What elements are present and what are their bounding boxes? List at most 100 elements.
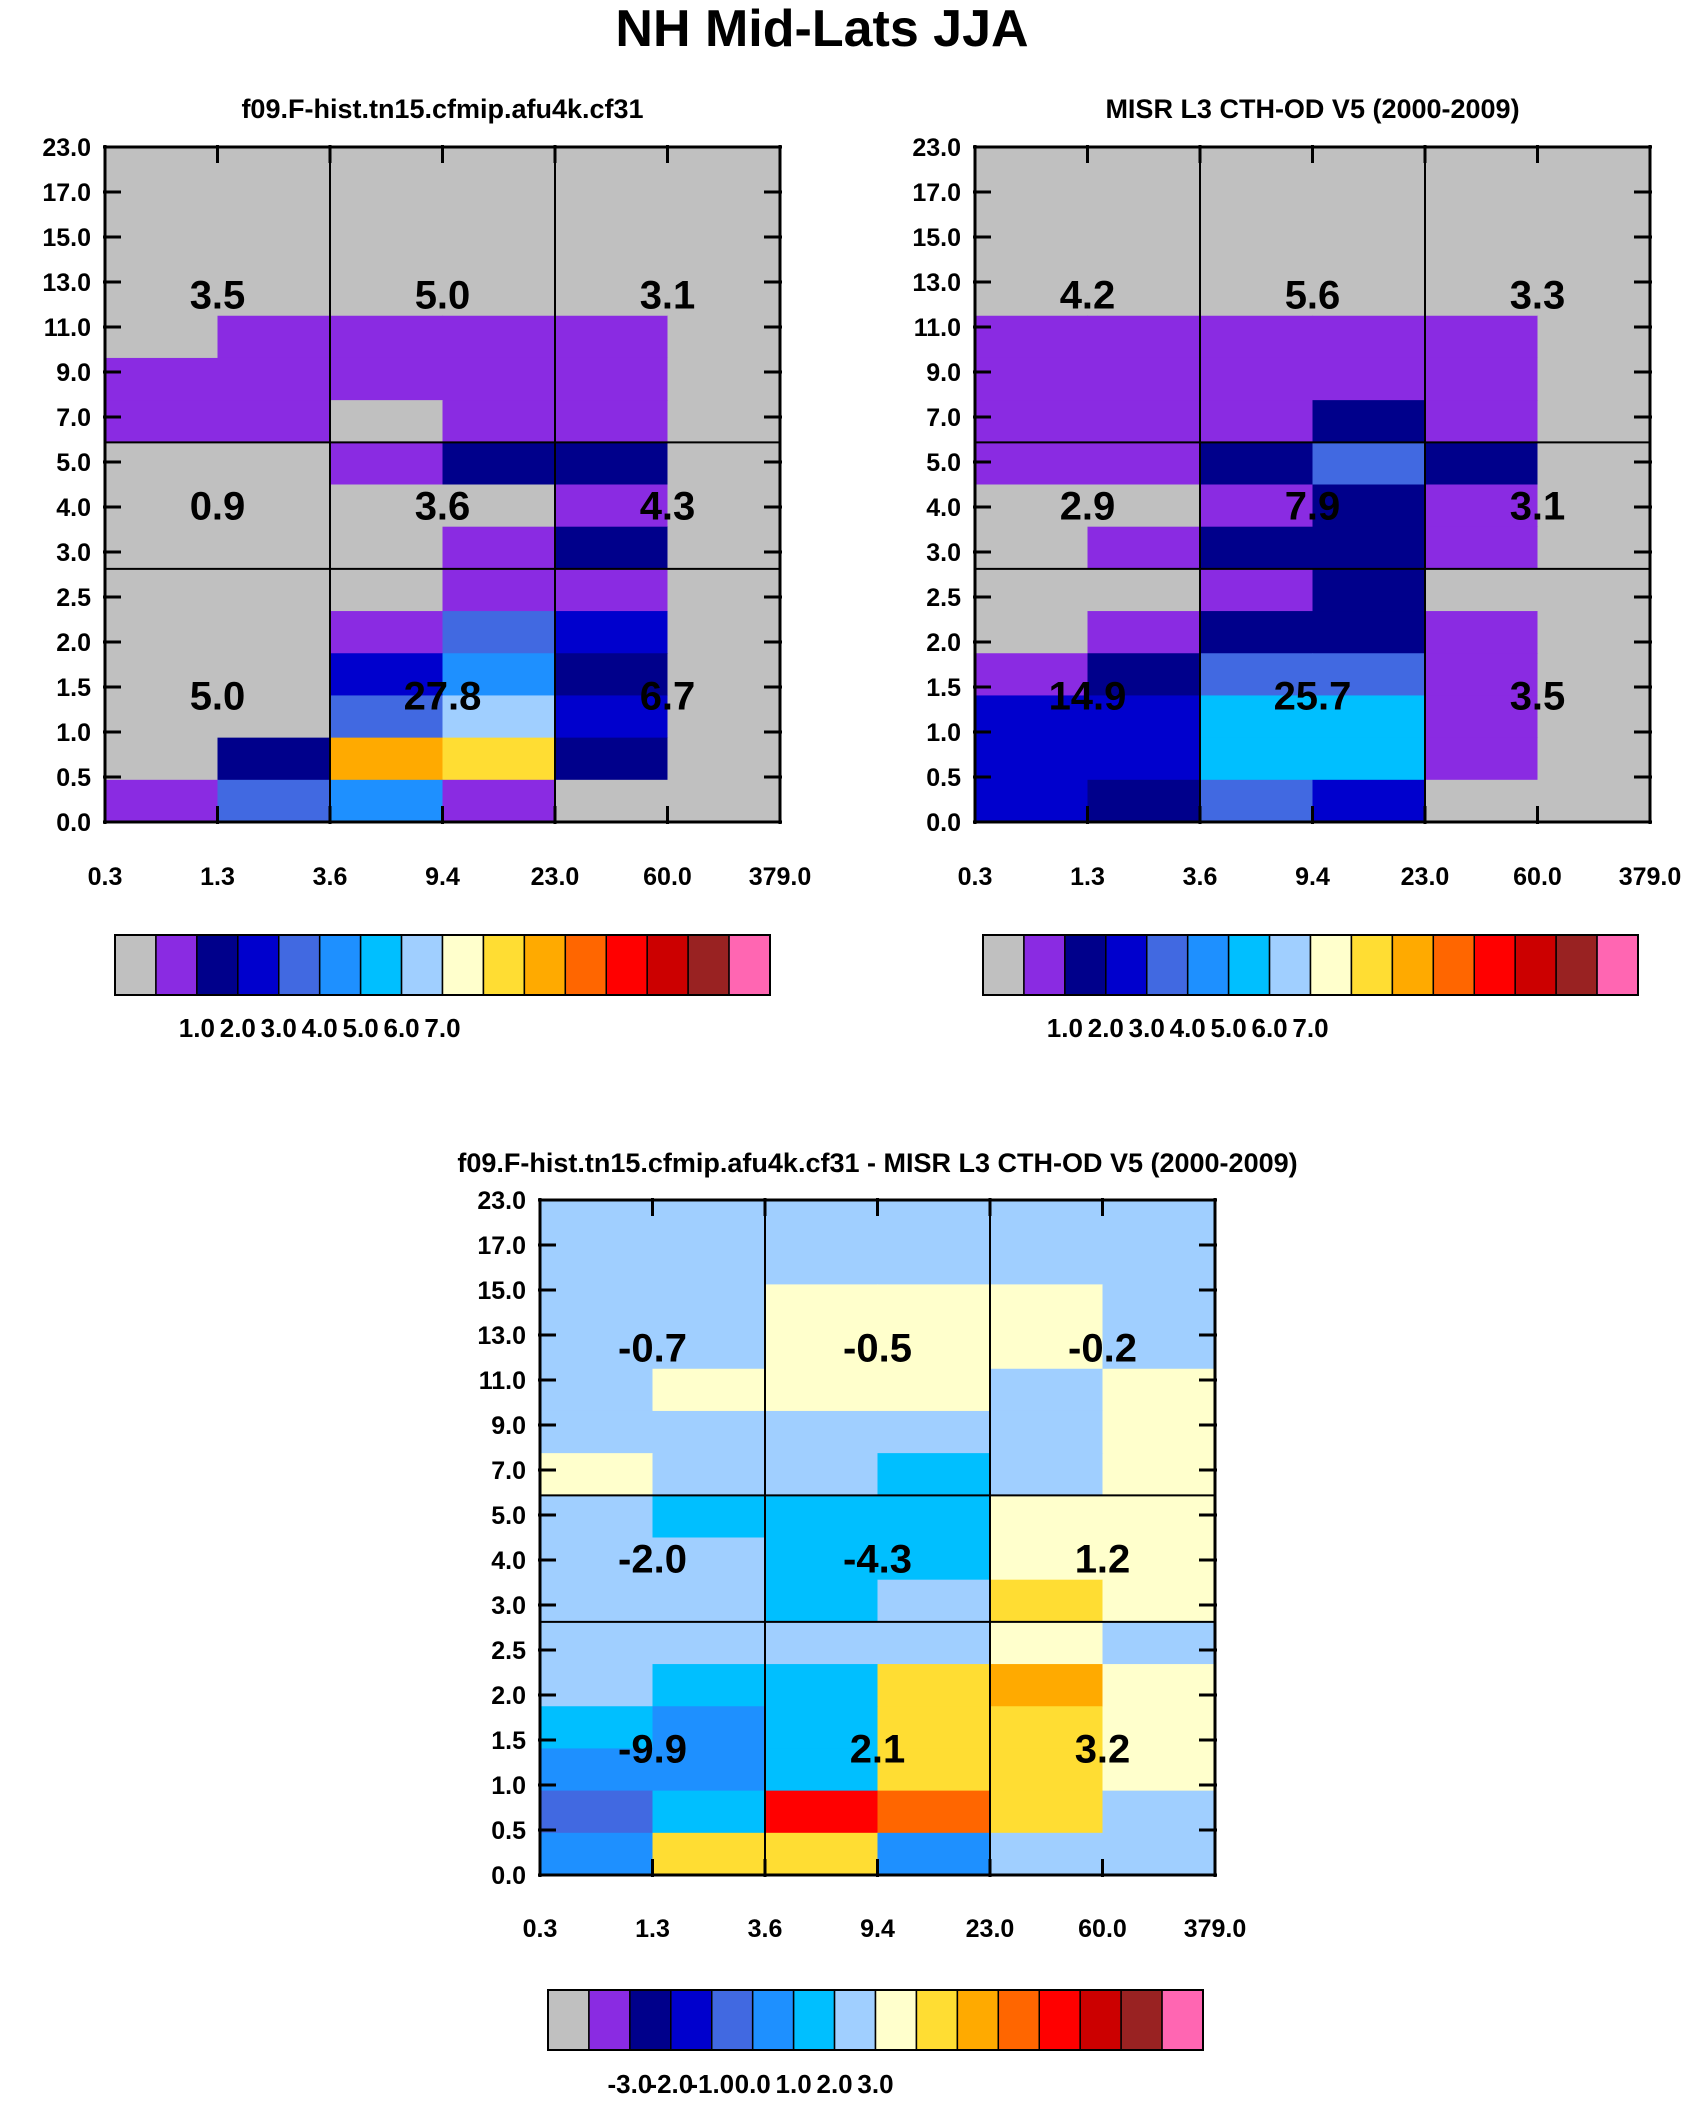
colorbar-swatch bbox=[751, 1989, 795, 2051]
heatmap-cell bbox=[990, 1621, 1104, 1665]
heatmap-cell bbox=[765, 1706, 879, 1750]
y-tick-label: 2.0 bbox=[491, 1682, 526, 1710]
colorbar-swatch bbox=[400, 934, 444, 996]
y-tick-label: 9.0 bbox=[491, 1412, 526, 1440]
heatmap-cell bbox=[555, 653, 669, 697]
colorbar-label: 3.0 bbox=[261, 1013, 297, 1043]
colorbar-swatch bbox=[646, 934, 689, 996]
heatmap-cell bbox=[877, 1832, 991, 1876]
y-tick-label: 1.5 bbox=[491, 1727, 526, 1755]
heatmap-cell bbox=[555, 231, 669, 317]
heatmap-cell bbox=[1537, 737, 1651, 781]
heatmap-cell bbox=[217, 315, 331, 359]
x-tick-label: 9.4 bbox=[425, 863, 460, 891]
y-tick-label: 11.0 bbox=[914, 314, 961, 342]
panel-2: 0.00.51.01.52.02.53.04.05.07.09.011.013.… bbox=[912, 94, 1681, 1043]
heatmap-cell bbox=[330, 231, 444, 317]
heatmap-cell bbox=[1425, 695, 1539, 739]
heatmap-cell bbox=[990, 1832, 1104, 1876]
x-tick-label: 23.0 bbox=[1401, 863, 1450, 891]
x-tick-label: 60.0 bbox=[643, 863, 692, 891]
sector-value-label: 3.1 bbox=[640, 274, 696, 318]
sector-value-label: 3.6 bbox=[415, 485, 471, 529]
heatmap-cell bbox=[975, 400, 1089, 443]
heatmap-cell bbox=[1537, 400, 1651, 443]
y-tick-label: 3.0 bbox=[491, 1592, 526, 1620]
heatmap-cell bbox=[1425, 315, 1539, 359]
heatmap-cell bbox=[877, 1664, 991, 1707]
y-tick-label: 5.0 bbox=[56, 449, 91, 477]
heatmap-cell bbox=[990, 1748, 1104, 1792]
colorbar-swatch bbox=[670, 1989, 713, 2051]
heatmap-cell bbox=[217, 526, 331, 570]
heatmap-cell bbox=[975, 526, 1089, 570]
colorbar-swatch bbox=[1514, 934, 1557, 996]
heatmap-cell bbox=[975, 779, 1089, 823]
colorbar-swatch bbox=[1064, 934, 1107, 996]
y-tick-label: 17.0 bbox=[477, 1232, 526, 1260]
heatmap-cell bbox=[990, 1284, 1104, 1370]
y-tick-label: 2.5 bbox=[926, 584, 961, 612]
heatmap-cell bbox=[652, 1200, 766, 1285]
y-tick-label: 4.0 bbox=[491, 1547, 526, 1575]
heatmap-cell bbox=[1537, 568, 1651, 612]
heatmap-cell bbox=[105, 737, 219, 781]
panel-title: MISR L3 CTH-OD V5 (2000-2009) bbox=[1105, 94, 1519, 124]
heatmap-cell bbox=[1102, 1200, 1216, 1285]
heatmap-cell bbox=[1425, 442, 1539, 486]
colorbar-swatch bbox=[155, 934, 198, 996]
sector-value-label: 0.9 bbox=[190, 485, 246, 529]
heatmap-cell bbox=[1312, 526, 1426, 570]
sector-value-label: 3.2 bbox=[1075, 1727, 1131, 1771]
heatmap-cell bbox=[652, 1537, 766, 1581]
heatmap-cell bbox=[652, 1368, 766, 1412]
heatmap-cell bbox=[555, 611, 669, 654]
heatmap-cell bbox=[1537, 653, 1651, 697]
heatmap-cell bbox=[1537, 695, 1651, 739]
heatmap-cell bbox=[555, 568, 669, 612]
heatmap-cell bbox=[1537, 611, 1651, 654]
colorbar-label: 3.0 bbox=[857, 2069, 893, 2099]
colorbar-swatch bbox=[792, 1989, 836, 2051]
sector-value-label: 6.7 bbox=[640, 674, 696, 718]
colorbar-label: 5.0 bbox=[343, 1013, 379, 1043]
y-tick-label: 0.0 bbox=[56, 809, 91, 837]
heatmap-cell bbox=[667, 611, 781, 654]
heatmap-cell bbox=[217, 484, 331, 528]
heatmap-cell bbox=[1102, 1495, 1216, 1539]
heatmap-cell bbox=[975, 315, 1089, 359]
heatmap-cell bbox=[1425, 231, 1539, 317]
colorbar-frame bbox=[547, 1989, 1204, 2051]
heatmap-cell bbox=[1200, 400, 1314, 443]
heatmap-cell bbox=[1312, 568, 1426, 612]
y-tick-label: 7.0 bbox=[491, 1457, 526, 1485]
heatmap-cell bbox=[540, 1621, 654, 1665]
heatmap-cell bbox=[105, 568, 219, 612]
colorbar-swatch bbox=[588, 1989, 631, 2051]
heatmap-cell bbox=[1200, 147, 1314, 232]
heatmap-cell bbox=[667, 231, 781, 317]
sector-value-label: 5.6 bbox=[1285, 274, 1341, 318]
colorbar-label: 2.0 bbox=[1088, 1013, 1124, 1043]
colorbar-label: -3.0 bbox=[607, 2069, 652, 2099]
heatmap-cell bbox=[540, 1495, 654, 1539]
colorbar-label: 6.0 bbox=[1251, 1013, 1287, 1043]
colorbar-swatch bbox=[629, 1989, 672, 2051]
heatmap-cell bbox=[1102, 1706, 1216, 1750]
colorbar-label: 1.0 bbox=[1047, 1013, 1083, 1043]
sector-value-label: 27.8 bbox=[404, 674, 482, 718]
heatmap-cell bbox=[442, 231, 556, 317]
colorbar-label: 6.0 bbox=[383, 1013, 419, 1043]
heatmap-cell bbox=[1312, 695, 1426, 739]
heatmap-cell bbox=[1200, 779, 1314, 823]
colorbar-swatch bbox=[359, 934, 403, 996]
heatmap-cell bbox=[667, 147, 781, 232]
colorbar-label: 1.0 bbox=[179, 1013, 215, 1043]
heatmap-cell bbox=[442, 526, 556, 570]
heatmap-cell bbox=[1537, 484, 1651, 528]
heatmap-cell bbox=[442, 315, 556, 359]
colorbar-label: 1.0 bbox=[776, 2069, 812, 2099]
sector-value-label: -9.9 bbox=[618, 1727, 687, 1771]
y-tick-label: 2.0 bbox=[926, 629, 961, 657]
colorbar-swatch bbox=[997, 1989, 1040, 2051]
